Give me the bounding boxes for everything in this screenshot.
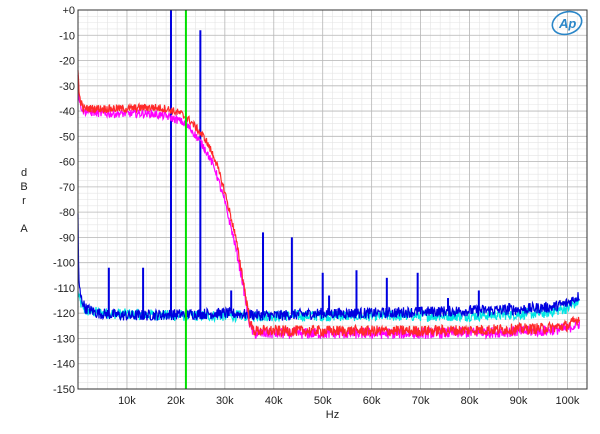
plot-frame xyxy=(77,9,588,390)
y-axis-label: dBr A xyxy=(20,167,28,235)
x-tick-label: 10k xyxy=(118,395,136,407)
y-tick-label: -140 xyxy=(53,359,75,371)
y-tick-label: -130 xyxy=(53,333,75,345)
ap-logo: Ap xyxy=(551,10,583,36)
x-axis-label: Hz xyxy=(326,409,339,421)
y-axis-label-letter: A xyxy=(20,223,28,235)
x-tick-label: 40k xyxy=(265,395,283,407)
series-4 xyxy=(77,70,581,339)
ap-logo-text: Ap xyxy=(558,16,576,31)
x-tick-label: 70k xyxy=(412,395,430,407)
y-tick-label: -90 xyxy=(59,232,75,244)
y-axis-label-letter: r xyxy=(22,195,26,207)
series-layer xyxy=(77,10,581,340)
series-trace xyxy=(77,75,581,340)
y-axis-label-letter: B xyxy=(20,181,27,193)
x-tick-label: 90k xyxy=(510,395,528,407)
major-grid xyxy=(78,9,587,390)
x-tick-label: 80k xyxy=(461,395,479,407)
y-tick-label: -20 xyxy=(59,56,75,68)
y-tick-label: +0 xyxy=(62,5,75,17)
y-tick-label: -30 xyxy=(59,81,75,93)
x-tick-label: 50k xyxy=(314,395,332,407)
series-trace xyxy=(77,70,581,339)
x-tick-label: 20k xyxy=(167,395,185,407)
series-3 xyxy=(77,75,581,340)
y-tick-label: -120 xyxy=(53,308,75,320)
y-tick-label: -150 xyxy=(53,384,75,396)
y-tick-label: -40 xyxy=(59,106,75,118)
y-tick-label: -100 xyxy=(53,258,75,270)
y-tick-label: -60 xyxy=(59,157,75,169)
y-tick-label: -110 xyxy=(54,283,75,295)
y-tick-label: -10 xyxy=(59,30,75,42)
x-tick-label: 60k xyxy=(363,395,381,407)
y-tick-label: -80 xyxy=(59,207,75,219)
y-axis-ticks: +0 -10 -20 -30 -40 -50 -60 -70 -80 -90 -100 -110 -12… xyxy=(53,5,75,396)
y-axis-label-letter: d xyxy=(21,167,27,179)
x-tick-label: 30k xyxy=(216,395,234,407)
y-tick-label: -70 xyxy=(59,182,75,194)
y-tick-label: -50 xyxy=(59,131,75,143)
x-axis-ticks: 10k 20k 30k 40k 50k 60k 70k 80k 90k 100k xyxy=(118,395,580,407)
series-2 xyxy=(77,10,580,322)
x-tick-label: 100k xyxy=(555,395,579,407)
